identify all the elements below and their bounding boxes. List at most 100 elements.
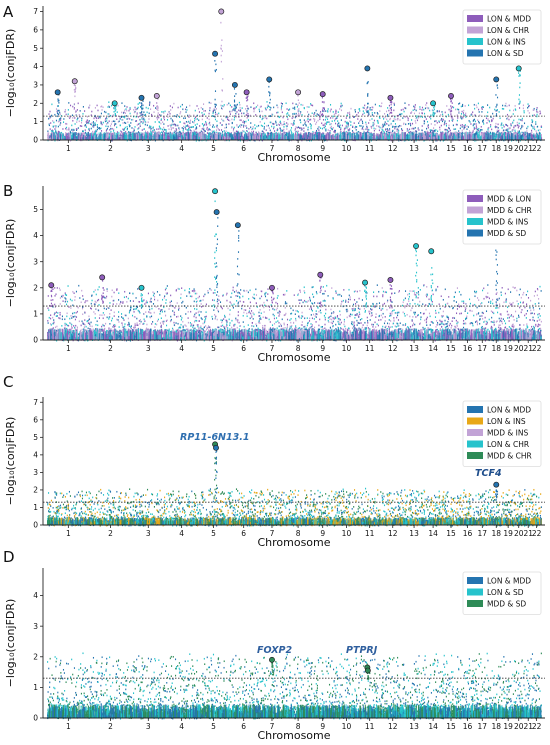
background-point (228, 103, 229, 105)
background-point (89, 130, 90, 132)
background-point (209, 129, 210, 131)
background-point (206, 128, 207, 130)
background-point (163, 123, 164, 125)
background-point (438, 120, 439, 122)
background-point (226, 127, 227, 129)
background-point (148, 127, 149, 129)
background-point (427, 125, 428, 127)
background-point (312, 112, 313, 114)
background-point (369, 109, 370, 111)
background-point (395, 126, 396, 128)
background-point (122, 119, 123, 121)
background-point (437, 131, 438, 133)
background-point (209, 110, 210, 112)
background-point (364, 105, 365, 107)
background-point (54, 125, 55, 127)
background-point (111, 105, 112, 107)
background-point (270, 130, 271, 132)
background-point (253, 108, 254, 110)
background-point (430, 118, 431, 120)
background-point (269, 106, 270, 108)
background-point (74, 108, 75, 110)
background-point (149, 101, 150, 103)
background-point (375, 128, 376, 130)
background-point (475, 121, 476, 123)
background-point (301, 104, 302, 106)
background-point (188, 128, 189, 130)
background-point (367, 129, 368, 131)
background-point (386, 119, 387, 121)
background-point (483, 123, 484, 125)
background-point (202, 131, 203, 133)
background-point (446, 105, 447, 107)
background-point (348, 129, 349, 131)
background-point (80, 110, 81, 112)
background-point (81, 120, 82, 122)
background-point (347, 112, 348, 114)
background-point (215, 114, 216, 116)
background-point (326, 123, 327, 125)
background-point (187, 129, 188, 131)
background-point (207, 117, 208, 119)
background-point (179, 129, 180, 131)
background-point (502, 127, 503, 129)
background-point (149, 113, 150, 115)
background-point (163, 112, 164, 114)
background-point (81, 125, 82, 127)
background-point (223, 120, 224, 122)
background-point (507, 114, 508, 116)
background-point (84, 110, 85, 112)
background-point (83, 106, 84, 108)
background-point (79, 120, 80, 122)
background-point (474, 104, 475, 106)
background-point (457, 114, 458, 116)
background-point (59, 112, 60, 114)
background-point (310, 126, 311, 128)
background-point (424, 121, 425, 123)
background-point (487, 118, 488, 120)
background-point (303, 127, 304, 129)
background-point (68, 102, 69, 104)
background-point (440, 114, 441, 116)
background-point (303, 130, 304, 132)
background-point (464, 127, 465, 129)
background-point (405, 124, 406, 126)
background-point (508, 119, 509, 121)
background-point (395, 119, 396, 121)
background-point (451, 120, 452, 122)
background-point (250, 127, 251, 129)
background-point (225, 116, 226, 118)
background-point (221, 119, 222, 121)
background-point (498, 127, 499, 129)
background-point (87, 122, 88, 124)
background-point (131, 119, 132, 121)
background-point (87, 116, 88, 118)
background-point (474, 108, 475, 110)
background-point (88, 123, 89, 125)
background-point (111, 123, 112, 125)
background-point (108, 101, 109, 103)
background-point (50, 128, 51, 130)
background-point (246, 127, 247, 129)
background-point (412, 123, 413, 125)
background-point (400, 114, 401, 116)
background-point (100, 117, 101, 119)
background-point (407, 130, 408, 132)
background-point (331, 123, 332, 125)
background-point (238, 126, 239, 128)
background-point (341, 110, 342, 112)
background-point (185, 117, 186, 119)
background-point (160, 123, 161, 125)
background-point (259, 109, 260, 111)
background-point (441, 119, 442, 121)
background-point (138, 123, 139, 125)
background-point (398, 126, 399, 128)
background-point (338, 125, 339, 127)
background-point (136, 120, 137, 122)
background-point (146, 107, 147, 109)
background-point (291, 123, 292, 125)
background-point (96, 120, 97, 122)
panel-letter-c: C (3, 373, 13, 391)
background-point (296, 103, 297, 105)
background-point (83, 130, 84, 132)
